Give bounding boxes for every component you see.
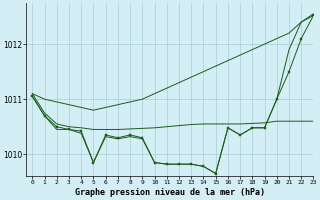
X-axis label: Graphe pression niveau de la mer (hPa): Graphe pression niveau de la mer (hPa) — [75, 188, 265, 197]
